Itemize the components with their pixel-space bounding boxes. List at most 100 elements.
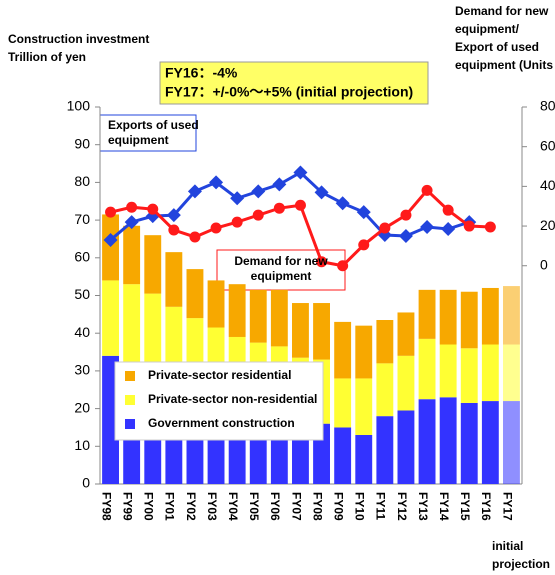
right-axis-title: equipment/ [455, 22, 520, 36]
line-label-box [99, 114, 197, 152]
x-tick-group: FY09 [331, 492, 345, 521]
x-tick-group: FY16 [479, 492, 493, 521]
right-axis-title: Demand for new [455, 4, 549, 18]
y-tick-label: 90 [74, 135, 90, 151]
x-tick-label: FY05 [247, 492, 261, 521]
bar [503, 286, 520, 345]
x-tick-group: FY03 [205, 492, 219, 521]
point [124, 215, 139, 230]
x-tick-group: FY10 [353, 492, 367, 521]
bar [460, 291, 478, 349]
x-tick-label: FY01 [163, 492, 177, 521]
y-tick-label: 100 [67, 98, 91, 114]
point [166, 208, 181, 223]
y-tick-label: 80 [74, 173, 90, 189]
bar [249, 289, 267, 343]
x-tick-group: FY11 [374, 492, 388, 520]
x-tick-label: FY98 [99, 492, 113, 521]
y-tick-label: 10 [74, 437, 90, 453]
bar [355, 325, 373, 379]
bar [355, 434, 373, 484]
bar [270, 289, 288, 347]
x-tick-label: FY14 [437, 492, 451, 521]
bar [460, 348, 478, 403]
x-tick-group: FY08 [310, 492, 324, 521]
y2-tick-label: 80 [540, 98, 555, 114]
point [484, 221, 496, 233]
legend-label: Private-sector residential [148, 368, 291, 382]
point [316, 256, 328, 268]
point [147, 203, 159, 215]
point [168, 224, 180, 236]
x-tick-group: FY15 [458, 492, 472, 521]
left-axis-title: Construction investment [8, 32, 149, 46]
y-tick-label: 40 [74, 324, 90, 340]
bar [397, 410, 415, 484]
y-tick-label: 0 [82, 475, 90, 491]
bar [481, 401, 499, 484]
bar [165, 306, 183, 379]
x-tick-label: FY13 [416, 492, 430, 521]
x-tick-label: FY09 [331, 492, 345, 521]
x-tick-group: FY06 [268, 492, 282, 521]
x-tick-group: FY02 [184, 492, 198, 521]
bar [102, 280, 119, 356]
point [335, 196, 350, 211]
x-tick-group: FY98 [99, 492, 113, 521]
bar [102, 214, 119, 281]
bar [292, 303, 309, 358]
bar [144, 235, 162, 294]
x-tick-label: FY04 [226, 492, 240, 521]
point [252, 209, 264, 221]
x-tick-group: FY13 [416, 492, 430, 521]
y-tick-label: 20 [74, 399, 90, 415]
bar [439, 289, 457, 345]
bar [144, 293, 162, 371]
x-tick-group: FY99 [120, 492, 134, 521]
point [379, 222, 391, 234]
bar [503, 344, 520, 402]
point [251, 184, 266, 199]
annotation: FY17：+/-0%～+5% (initial projection) [165, 84, 413, 100]
y-tick-label: 30 [74, 362, 90, 378]
bar [123, 284, 141, 364]
x-tick-group: FY04 [226, 492, 240, 521]
point [105, 206, 117, 218]
bar [207, 280, 225, 328]
line-label-box [216, 249, 346, 291]
left-axis-title: Trillion of yen [8, 50, 86, 64]
x-tick-group: FY12 [395, 492, 409, 521]
bar [334, 427, 352, 484]
point [272, 177, 287, 192]
x-tick-label: FY15 [458, 492, 472, 521]
point [442, 204, 454, 216]
bar [418, 399, 436, 484]
x-tick-label: FY02 [184, 492, 198, 521]
legend-box [114, 361, 324, 441]
bar [439, 397, 457, 484]
point [420, 220, 435, 235]
x-tick-group: FY00 [142, 492, 156, 521]
annotation-box [159, 61, 429, 105]
y2-tick-label: 40 [540, 177, 555, 193]
point [189, 231, 201, 243]
bar [503, 401, 520, 484]
point [358, 239, 370, 251]
point [103, 232, 118, 247]
legend-swatch [125, 419, 135, 429]
x-tick-label: FY08 [310, 492, 324, 521]
legend-swatch [125, 395, 135, 405]
right-axis-title: Export of used [455, 40, 539, 54]
x-tick-group: FY05 [247, 492, 261, 521]
bar [313, 303, 330, 360]
x-note: initial [492, 539, 523, 553]
point [400, 209, 412, 221]
bar [228, 284, 246, 337]
x-tick-group: FY14 [437, 492, 451, 521]
x-tick-label: FY11 [374, 492, 388, 520]
x-tick-label: FY07 [289, 492, 303, 521]
x-tick-label: FY16 [479, 492, 493, 521]
right-axis-title: equipment (Units [455, 58, 553, 72]
